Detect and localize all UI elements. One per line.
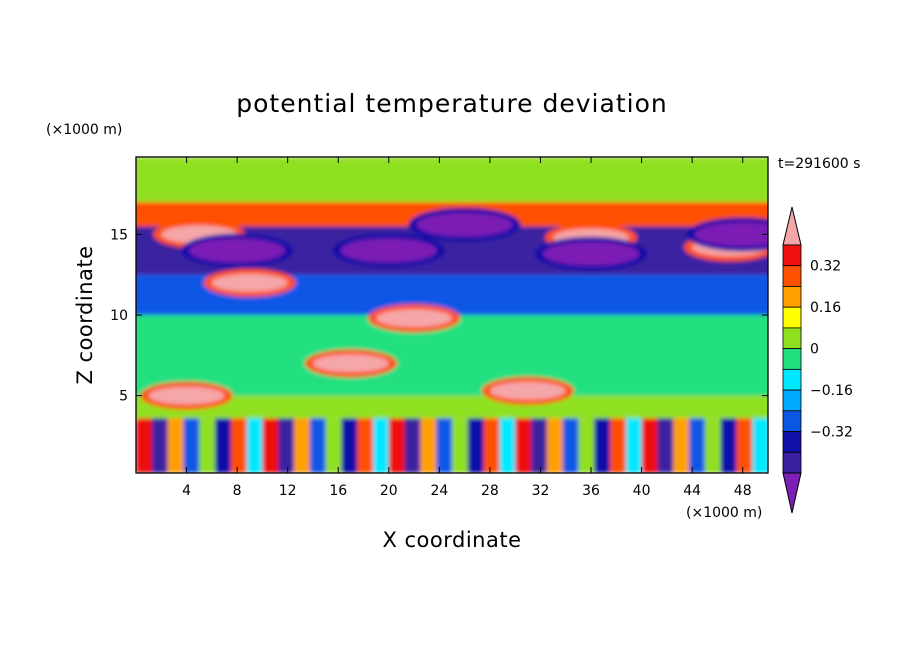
field-cell <box>404 418 422 473</box>
colorbar-bottom-arrow <box>782 472 802 514</box>
x-tick-label: 12 <box>279 483 297 499</box>
colorbar-swatch <box>782 410 802 432</box>
field-cell <box>594 418 611 473</box>
field-cell <box>436 418 453 473</box>
field-cell <box>278 418 295 473</box>
colorbar-swatch <box>782 451 802 474</box>
field-cell <box>230 418 248 473</box>
field-feature <box>148 386 225 405</box>
y-unit-label: (×1000 m) <box>46 122 122 138</box>
field-cell <box>562 418 580 473</box>
x-tick-label: 20 <box>380 483 398 499</box>
field-cell <box>467 418 485 473</box>
colorbar-swatch <box>782 368 802 391</box>
field-cell <box>357 418 374 473</box>
field-cell <box>752 418 768 473</box>
field-cell <box>136 418 153 473</box>
colorbar-swatch <box>782 265 802 287</box>
colorbar-swatch <box>782 431 802 453</box>
time-label: t=291600 s <box>778 156 860 172</box>
x-tick-label: 28 <box>481 483 499 499</box>
x-axis-ticks: 4 8 12 16 20 24 28 32 36 40 44 48 <box>182 157 752 499</box>
field-cell <box>499 418 517 473</box>
field-feature <box>489 381 566 400</box>
y-axis-label: Z coordinate <box>73 245 97 384</box>
field-feature <box>189 238 286 263</box>
field-cell <box>610 418 627 473</box>
field-feature <box>694 222 768 247</box>
x-tick-label: 4 <box>182 483 191 499</box>
colorbar-swatch <box>782 389 802 412</box>
field-cell <box>531 418 548 473</box>
colorbar-label: 0.16 <box>810 300 841 316</box>
field-cell <box>341 418 359 473</box>
y-tick-label: 5 <box>119 389 128 405</box>
field-cell <box>673 418 690 473</box>
colorbar-top-arrow <box>782 206 802 246</box>
colorbar-swatch <box>782 348 802 370</box>
y-tick-label: 10 <box>110 308 128 324</box>
field-cell <box>294 418 311 473</box>
field-band <box>136 315 768 396</box>
field-cell <box>641 418 659 473</box>
x-tick-label: 44 <box>683 483 701 499</box>
field-cell <box>309 418 327 473</box>
field-feature <box>312 354 389 373</box>
field-cell <box>657 418 675 473</box>
field-cell <box>483 418 501 473</box>
heatmap-field <box>136 157 768 473</box>
field-cell <box>388 418 406 473</box>
field-cell <box>736 418 754 473</box>
y-axis-ticks: 5 10 15 <box>110 227 768 405</box>
field-feature <box>211 273 288 292</box>
field-cell <box>625 418 643 473</box>
field-band <box>136 157 768 203</box>
field-cell <box>325 418 343 473</box>
field-cell <box>546 418 564 473</box>
field-cell <box>720 418 738 473</box>
x-tick-label: 40 <box>633 483 651 499</box>
colorbar-label: −0.32 <box>810 425 853 441</box>
colorbar-swatch <box>782 306 802 329</box>
field-feature <box>543 241 640 266</box>
field-cell <box>262 418 280 473</box>
y-tick-label: 15 <box>110 227 128 243</box>
colorbar-swatch <box>782 286 802 308</box>
colorbar-label: −0.16 <box>810 383 853 399</box>
x-axis-label: X coordinate <box>382 528 521 552</box>
field-cell <box>704 418 722 473</box>
colorbar-swatch <box>782 327 802 350</box>
field-band <box>136 395 768 419</box>
colorbar-label: 0 <box>810 342 819 358</box>
x-tick-label: 48 <box>734 483 752 499</box>
colorbar-label: 0.32 <box>810 259 841 275</box>
x-unit-label: (×1000 m) <box>686 505 762 521</box>
field-cell <box>151 418 169 473</box>
x-tick-label: 36 <box>582 483 600 499</box>
field-cell <box>167 418 185 473</box>
chart-title: potential temperature deviation <box>236 89 667 118</box>
field-cell <box>215 418 232 473</box>
x-tick-label: 8 <box>233 483 242 499</box>
field-cell <box>199 418 216 473</box>
field-cell <box>452 418 469 473</box>
field-cell <box>420 418 438 473</box>
field-cell <box>578 418 596 473</box>
colorbar-swatch <box>782 244 802 267</box>
x-tick-label: 32 <box>532 483 550 499</box>
field-feature <box>416 212 513 237</box>
field-cell <box>246 418 264 473</box>
field-feature <box>340 238 437 263</box>
field-cell <box>689 418 706 473</box>
field-cell <box>373 418 390 473</box>
field-cell <box>515 418 532 473</box>
x-tick-label: 24 <box>430 483 448 499</box>
field-feature <box>376 309 453 328</box>
x-tick-label: 16 <box>329 483 347 499</box>
colorbar: 0.32 0.16 0 −0.16 −0.32 <box>782 206 853 514</box>
field-cell <box>183 418 201 473</box>
